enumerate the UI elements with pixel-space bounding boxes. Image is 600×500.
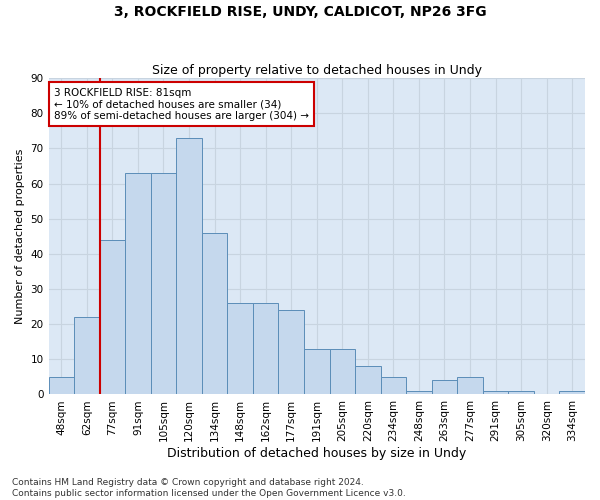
X-axis label: Distribution of detached houses by size in Undy: Distribution of detached houses by size … bbox=[167, 447, 466, 460]
Bar bbox=[304, 349, 329, 395]
Bar bbox=[74, 317, 100, 394]
Bar bbox=[49, 377, 74, 394]
Text: 3 ROCKFIELD RISE: 81sqm
← 10% of detached houses are smaller (34)
89% of semi-de: 3 ROCKFIELD RISE: 81sqm ← 10% of detache… bbox=[54, 88, 309, 121]
Bar bbox=[380, 377, 406, 394]
Bar bbox=[432, 380, 457, 394]
Text: 3, ROCKFIELD RISE, UNDY, CALDICOT, NP26 3FG: 3, ROCKFIELD RISE, UNDY, CALDICOT, NP26 … bbox=[113, 5, 487, 19]
Bar bbox=[406, 391, 432, 394]
Bar bbox=[329, 349, 355, 395]
Bar bbox=[457, 377, 483, 394]
Title: Size of property relative to detached houses in Undy: Size of property relative to detached ho… bbox=[152, 64, 482, 77]
Bar bbox=[483, 391, 508, 394]
Bar bbox=[355, 366, 380, 394]
Bar bbox=[176, 138, 202, 394]
Bar bbox=[202, 233, 227, 394]
Bar bbox=[278, 310, 304, 394]
Bar bbox=[227, 303, 253, 394]
Bar bbox=[253, 303, 278, 394]
Bar bbox=[151, 173, 176, 394]
Bar bbox=[125, 173, 151, 394]
Bar bbox=[559, 391, 585, 394]
Bar bbox=[100, 240, 125, 394]
Y-axis label: Number of detached properties: Number of detached properties bbox=[15, 148, 25, 324]
Bar bbox=[508, 391, 534, 394]
Text: Contains HM Land Registry data © Crown copyright and database right 2024.
Contai: Contains HM Land Registry data © Crown c… bbox=[12, 478, 406, 498]
